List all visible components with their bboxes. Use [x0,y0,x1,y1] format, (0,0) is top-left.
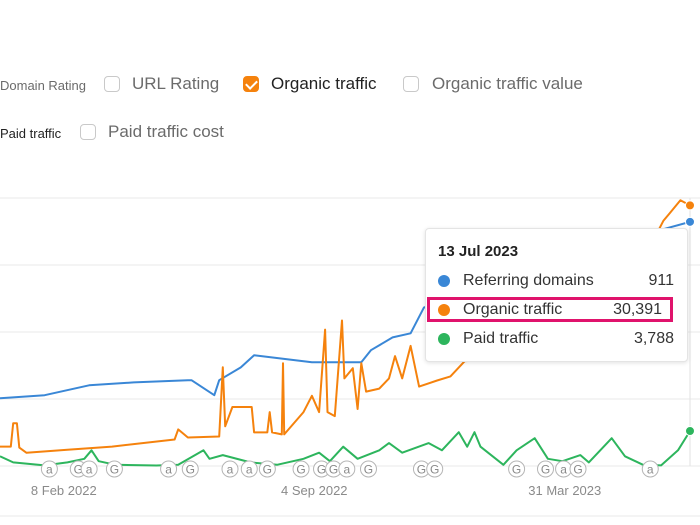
blue-dot-icon [438,275,450,287]
annotation-marker-ahrefs-update[interactable]: a [160,460,178,478]
annotation-label: G [573,463,582,477]
x-tick-label: 31 Mar 2023 [528,483,601,498]
annotation-label: a [246,463,253,477]
annotation-circle-icon [40,460,58,478]
annotation-circle-icon [359,460,377,478]
annotation-marker-google-update[interactable]: G [569,460,587,478]
annotation-marker-google-update[interactable]: G [181,460,199,478]
organic-traffic-checkbox[interactable] [243,76,259,92]
series-end-marker [685,425,695,436]
tooltip-value: 3,788 [633,330,674,347]
option-paid-traffic-cost-label[interactable]: Paid traffic cost [108,122,224,141]
option-organic-traffic-value-label[interactable]: Organic traffic value [432,74,583,93]
annotation-marker-google-update[interactable]: G [426,460,444,478]
annotation-label: G [364,463,373,477]
x-tick-label: 8 Feb 2022 [31,483,97,498]
tooltip-label: Organic traffic [463,301,563,318]
annotation-marker-google-update[interactable]: G [359,460,377,478]
tooltip-row-referring-domains: Referring domains 911 [426,270,674,292]
annotation-label: a [46,463,53,477]
green-dot-icon [438,333,450,345]
tooltip-row-paid-traffic: Paid traffic 3,788 [426,328,674,350]
annotation-label: G [430,463,439,477]
annotation-circle-icon [105,460,123,478]
organic-traffic-value-checkbox[interactable] [403,76,419,92]
annotation-circle-icon [338,460,356,478]
tooltip-label: Paid traffic [463,330,539,347]
tooltip-value: 911 [648,272,674,289]
paid-traffic-cost-checkbox[interactable] [80,124,96,140]
annotation-label: G [541,463,550,477]
annotation-marker-ahrefs-update[interactable]: a [555,460,573,478]
annotation-marker-google-update[interactable]: G [258,460,276,478]
tooltip-label: Referring domains [463,272,594,289]
annotation-marker-google-update[interactable]: G [508,460,526,478]
annotation-circle-icon [292,460,310,478]
organic-traffic-highlight-box [427,297,673,322]
annotation-circle-icon [240,460,258,478]
annotation-label: G [263,463,272,477]
annotation-circle-icon [221,460,239,478]
tooltip-value: 30,391 [613,301,662,318]
annotation-marker-ahrefs-update[interactable]: a [641,460,659,478]
x-tick-label: 4 Sep 2022 [281,483,348,498]
annotation-label: G [186,463,195,477]
option-organic-traffic-label[interactable]: Organic traffic [271,74,377,93]
annotation-marker-ahrefs-update[interactable]: a [240,460,258,478]
annotation-label: G [110,463,119,477]
annotation-label: a [647,463,654,477]
annotation-marker-google-update[interactable]: G [292,460,310,478]
annotation-label: G [74,463,83,477]
annotation-marker-ahrefs-update[interactable]: a [80,460,98,478]
annotation-marker-google-update[interactable]: G [313,460,331,478]
series-end-marker [685,200,695,211]
annotation-marker-google-update[interactable]: G [105,460,123,478]
annotation-label: a [227,463,234,477]
annotation-label: G [296,463,305,477]
url-rating-checkbox[interactable] [104,76,120,92]
annotation-marker-ahrefs-update[interactable]: a [40,460,58,478]
annotation-circle-icon [258,460,276,478]
series-line-paid-traffic [0,430,691,467]
annotation-circle-icon [569,460,587,478]
annotation-circle-icon [426,460,444,478]
orange-dot-icon [438,304,450,316]
annotation-marker-ahrefs-update[interactable]: a [338,460,356,478]
tooltip-date: 13 Jul 2023 [438,243,519,260]
annotation-marker-ahrefs-update[interactable]: a [221,460,239,478]
chart-tooltip: 13 Jul 2023 Referring domains 911 Organi… [425,228,688,362]
series-end-marker [685,216,695,227]
annotation-marker-google-update[interactable]: G [536,460,554,478]
annotation-label: G [329,463,338,477]
annotation-circle-icon [536,460,554,478]
annotation-label: a [560,463,567,477]
annotation-circle-icon [181,460,199,478]
option-url-rating-label[interactable]: URL Rating [132,74,220,93]
annotation-label: G [417,463,426,477]
annotation-label: a [343,463,350,477]
series-line-organic-traffic [0,199,691,454]
annotation-label: a [165,463,172,477]
annotation-label: G [512,463,521,477]
annotation-label: a [86,463,93,477]
tooltip-row-organic-traffic: Organic traffic 30,391 [426,299,674,321]
option-domain-rating-label[interactable]: Domain Rating [0,78,86,93]
annotation-circle-icon [80,460,98,478]
option-paid-traffic-label[interactable]: Paid traffic [0,126,62,141]
annotation-circle-icon [508,460,526,478]
annotation-circle-icon [641,460,659,478]
annotation-label: G [317,463,326,477]
annotation-circle-icon [160,460,178,478]
